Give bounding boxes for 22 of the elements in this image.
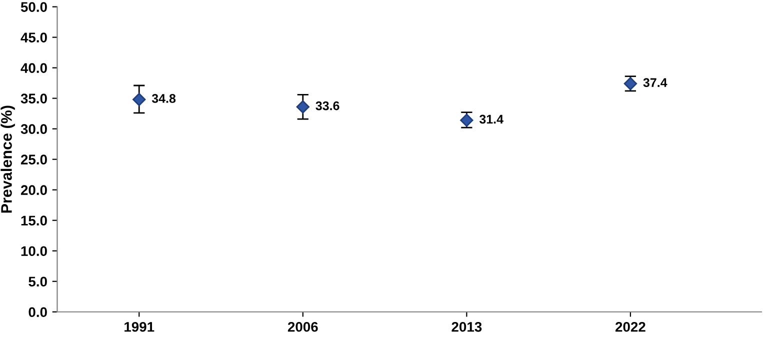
y-tick-label: 35.0 [20,94,47,104]
y-axis-title: Prevalence (%) [0,106,15,213]
y-tick-label: 15.0 [21,216,47,226]
data-label: 34.8 [152,94,176,103]
point [132,92,146,106]
y-tick-label: 45.0 [20,32,47,42]
y-tick-label: 20.0 [20,185,47,196]
data-label: 33.6 [316,101,340,110]
x-tick-label: 2006 [288,322,318,332]
point [296,100,310,114]
y-tick-label: 50.0 [20,2,47,12]
x-tick-label: 2013 [452,322,482,332]
y-tick-label: 30.0 [20,124,47,134]
data-label: 31.4 [479,114,504,124]
y-tick-label: 0.0 [28,307,47,318]
x-tick-label: 2022 [615,322,646,332]
y-tick-label: 5.0 [28,276,47,287]
y-tick-label: 40.0 [20,63,47,73]
y-tick-label: 25.0 [20,154,47,164]
y-tick-label: 10.0 [21,246,47,256]
data-label: 37.4 [643,78,668,88]
x-tick-label: 1991 [124,322,154,332]
